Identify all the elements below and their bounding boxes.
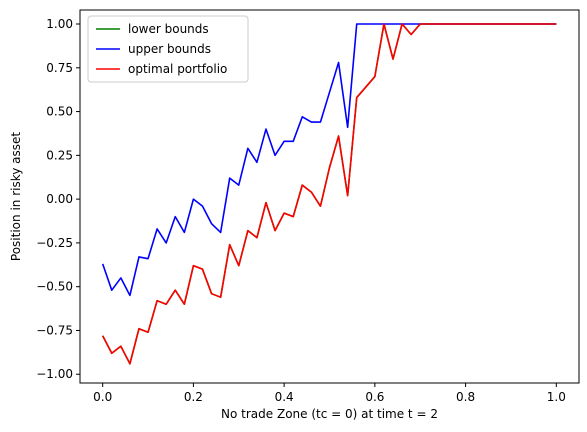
- y-tick-label: 0.75: [46, 61, 73, 75]
- y-tick-label: 0.50: [46, 105, 73, 119]
- x-axis-label: No trade Zone (tc = 0) at time t = 2: [221, 407, 438, 421]
- x-tick-label: 0.2: [184, 390, 203, 404]
- y-tick-label: 0.00: [46, 192, 73, 206]
- y-tick-label: −0.50: [36, 280, 73, 294]
- legend-box: [87, 15, 249, 83]
- y-tick-label: 1.00: [46, 17, 73, 31]
- series-line-optimal-portfolio: [101, 23, 557, 365]
- legend-label: upper bounds: [128, 42, 211, 56]
- legend: lower bounds upper bounds optimal portfoli…: [87, 15, 249, 83]
- x-tick-label: 0.4: [275, 390, 294, 404]
- x-tick-label: 0.0: [93, 390, 112, 404]
- y-tick-label: −1.00: [36, 367, 73, 381]
- legend-label: optimal portfolio: [128, 62, 227, 76]
- y-tick-label: 0.25: [46, 148, 73, 162]
- plot-area: [101, 23, 557, 365]
- y-tick-label: −0.75: [36, 323, 73, 337]
- y-tick-label: −0.25: [36, 236, 73, 250]
- x-tick-label: 0.8: [456, 390, 475, 404]
- y-axis: −1.00 −0.75 −0.50 −0.25 0.00 0.25 0.50 0.75 1.00: [36, 17, 80, 381]
- legend-label: lower bounds: [128, 22, 209, 36]
- axes-frame: [79, 9, 580, 384]
- y-axis-label: Position in risky asset: [9, 132, 23, 261]
- x-tick-label: 1.0: [547, 390, 566, 404]
- x-tick-label: 0.6: [365, 390, 384, 404]
- x-axis: 0.0 0.2 0.4 0.6 0.8 1.0: [93, 383, 566, 404]
